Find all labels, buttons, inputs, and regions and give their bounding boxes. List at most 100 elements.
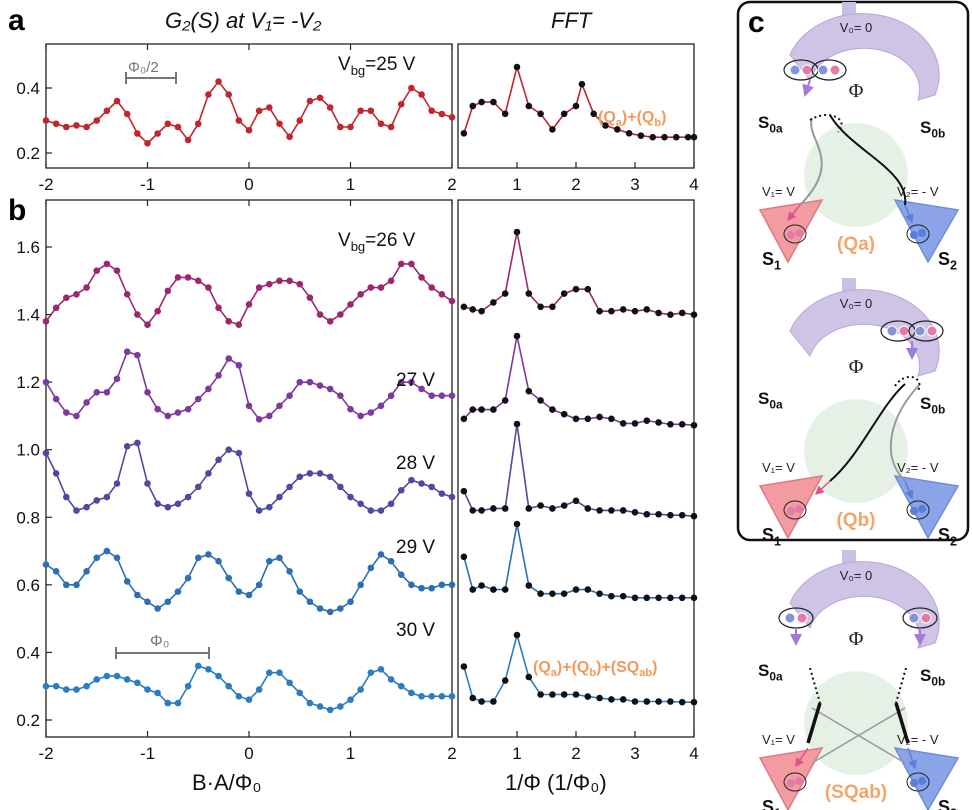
data-point bbox=[347, 493, 354, 501]
data-point bbox=[52, 682, 60, 690]
schematic-2: V₀= 0 Φ S0a S0b S1 S2 V₁= V V₂= - V (SQab) bbox=[758, 550, 960, 810]
data-point bbox=[286, 133, 293, 141]
data-point bbox=[245, 490, 253, 497]
data-point bbox=[549, 505, 556, 512]
data-point bbox=[525, 505, 533, 512]
data-point bbox=[316, 382, 324, 389]
data-point bbox=[438, 110, 446, 118]
pair-s1 bbox=[783, 224, 807, 244]
data-point bbox=[655, 698, 662, 705]
data-point bbox=[103, 493, 111, 501]
data-point bbox=[357, 291, 364, 298]
y-tick-label: 0.4 bbox=[16, 643, 40, 662]
data-point bbox=[337, 483, 344, 491]
data-point bbox=[103, 547, 111, 555]
data-point bbox=[408, 84, 415, 92]
data-point bbox=[83, 123, 90, 131]
data-point bbox=[235, 361, 243, 369]
data-point bbox=[438, 392, 446, 399]
data-point bbox=[123, 443, 131, 450]
data-point bbox=[397, 260, 405, 268]
electron bbox=[795, 505, 803, 513]
data-point bbox=[501, 677, 509, 684]
data-point bbox=[63, 409, 70, 416]
data-point bbox=[194, 395, 202, 403]
data-point bbox=[73, 507, 80, 514]
vbg-label-25: Vbg=25 V bbox=[338, 54, 416, 78]
data-point bbox=[184, 274, 192, 281]
data-point bbox=[690, 311, 698, 319]
data-point bbox=[42, 561, 50, 568]
pair-s2 bbox=[906, 772, 930, 792]
data-point bbox=[154, 689, 161, 697]
data-point bbox=[215, 304, 222, 312]
data-point bbox=[377, 666, 385, 673]
data-point bbox=[387, 500, 395, 508]
data-point bbox=[428, 392, 436, 399]
x-tick-label: 2 bbox=[447, 744, 456, 763]
x-tick-label: 1 bbox=[512, 175, 521, 194]
vbg-label-30: 30 V bbox=[396, 620, 435, 641]
data-point bbox=[235, 321, 243, 329]
data-point bbox=[418, 584, 425, 592]
data-point bbox=[134, 591, 141, 599]
data-point bbox=[225, 318, 232, 325]
data-point bbox=[63, 123, 70, 131]
x-tick-label: 2 bbox=[571, 175, 580, 194]
data-point bbox=[347, 696, 354, 704]
data-point bbox=[631, 509, 639, 516]
data-point bbox=[42, 449, 50, 457]
data-point bbox=[608, 415, 615, 423]
data-point bbox=[93, 388, 101, 396]
data-point bbox=[367, 507, 375, 514]
data-point bbox=[596, 590, 603, 597]
data-point bbox=[357, 412, 364, 420]
electron bbox=[801, 64, 813, 76]
data-point bbox=[316, 605, 324, 612]
data-point bbox=[337, 311, 344, 318]
pair-s1 bbox=[783, 500, 807, 520]
data-point bbox=[164, 598, 172, 606]
data-point bbox=[103, 107, 111, 115]
data-point bbox=[266, 412, 273, 420]
series-line bbox=[45, 350, 452, 421]
frame-b-fft bbox=[457, 199, 695, 738]
data-point bbox=[408, 476, 415, 484]
electron bbox=[789, 64, 801, 76]
data-point bbox=[123, 110, 131, 118]
data-point bbox=[42, 117, 50, 124]
data-point bbox=[387, 277, 395, 285]
electron bbox=[787, 507, 795, 515]
electron bbox=[914, 325, 926, 337]
data-point bbox=[501, 505, 509, 512]
data-point bbox=[525, 290, 533, 297]
electron bbox=[898, 325, 910, 337]
data-point bbox=[215, 672, 222, 680]
data-point bbox=[537, 590, 544, 597]
y-tick-label: 0.2 bbox=[16, 144, 40, 163]
data-point bbox=[367, 409, 375, 416]
data-point bbox=[418, 91, 425, 98]
data-point bbox=[525, 673, 533, 681]
data-point bbox=[103, 260, 111, 268]
phi-label: Φ bbox=[849, 80, 864, 102]
superconductor-loop bbox=[789, 289, 940, 377]
data-point bbox=[357, 686, 364, 693]
data-point bbox=[52, 395, 60, 403]
data-point bbox=[154, 307, 161, 315]
data-point bbox=[225, 446, 232, 454]
data-point bbox=[490, 299, 497, 306]
data-point bbox=[73, 581, 80, 589]
data-point bbox=[377, 551, 385, 558]
data-point bbox=[513, 228, 521, 236]
data-point bbox=[235, 449, 243, 457]
data-point bbox=[377, 402, 385, 410]
data-point bbox=[397, 100, 405, 108]
data-point bbox=[337, 123, 344, 131]
data-point bbox=[316, 703, 324, 710]
data-point bbox=[438, 291, 446, 298]
data-point bbox=[631, 420, 639, 427]
data-point bbox=[678, 594, 686, 602]
data-point bbox=[113, 480, 121, 487]
schematic-0: V₀= 0 Φ S0a S0b S1 S2 V₁= V V₂= - V (Qa) bbox=[758, 2, 960, 273]
